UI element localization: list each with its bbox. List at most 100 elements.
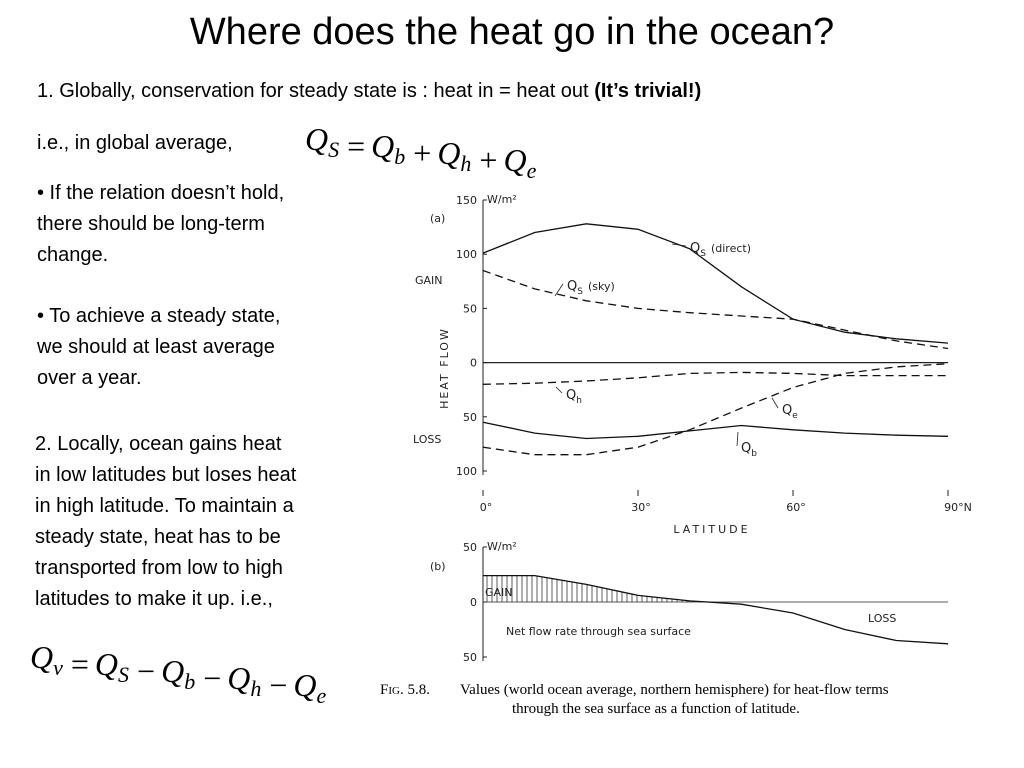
subscript: e bbox=[527, 158, 537, 183]
symbol: Q bbox=[227, 660, 250, 696]
curve-symbol: Q bbox=[782, 403, 792, 418]
series-line bbox=[482, 269, 949, 350]
point-1-text: 1. Globally, conservation for steady sta… bbox=[37, 80, 589, 102]
panel-label: (b) bbox=[430, 560, 446, 573]
symbol: Q bbox=[437, 135, 460, 171]
caption-line: Values (world ocean average, northern he… bbox=[460, 682, 889, 698]
operator: + bbox=[413, 135, 431, 171]
leader bbox=[771, 397, 779, 409]
unit-label: W/m² bbox=[487, 540, 517, 553]
curve-subscript: S bbox=[700, 249, 706, 259]
gain-area bbox=[483, 575, 948, 602]
subscript: h bbox=[250, 676, 261, 701]
gain-label: GAIN bbox=[485, 586, 513, 599]
subscript: e bbox=[317, 683, 327, 708]
gain-label: GAIN bbox=[415, 274, 443, 287]
curve-label: QS (sky) bbox=[567, 279, 615, 297]
operator: = bbox=[347, 128, 365, 164]
x-tick-label: 60° bbox=[786, 501, 806, 514]
symbol: Q bbox=[305, 121, 328, 157]
curve-note: (sky) bbox=[588, 280, 615, 293]
caption-label: Fig. 5.8. bbox=[380, 682, 430, 698]
subscript: v bbox=[53, 655, 63, 680]
x-tick-label: 90°N bbox=[944, 501, 972, 514]
symbol: Q bbox=[371, 128, 394, 164]
annotation: Net flow rate through sea surface bbox=[506, 625, 691, 638]
operator: − bbox=[203, 660, 221, 696]
curve-label: Qe bbox=[782, 403, 798, 421]
symbol: Q bbox=[30, 639, 53, 675]
y-tick-label: 50 bbox=[463, 302, 477, 315]
panel-label: (a) bbox=[430, 212, 445, 225]
y-tick-label: 150 bbox=[456, 194, 477, 207]
y-tick-label: 100 bbox=[456, 465, 477, 478]
slide-title: Where does the heat go in the ocean? bbox=[190, 11, 834, 53]
unit-label: W/m² bbox=[487, 193, 517, 206]
paragraph-line: in low latitudes but loses heat bbox=[35, 464, 297, 486]
bullet-line: change. bbox=[37, 244, 108, 266]
curve-label: Qb bbox=[741, 441, 757, 459]
subscript: h bbox=[460, 151, 471, 176]
symbol: Q bbox=[293, 667, 316, 703]
y-tick-label: 50 bbox=[463, 541, 477, 554]
series-line bbox=[482, 371, 948, 385]
bullet-line: • If the relation doesn’t hold, bbox=[37, 182, 284, 204]
loss-label: LOSS bbox=[868, 612, 896, 625]
curve-subscript: S bbox=[577, 287, 583, 297]
paragraph-line: latitudes to make it up. i.e., bbox=[35, 588, 273, 610]
point-1-lead: i.e., in global average, bbox=[37, 132, 233, 154]
curve-symbol: Q bbox=[690, 241, 700, 256]
y-tick-label: 50 bbox=[463, 411, 477, 424]
bullet-line: we should at least average bbox=[36, 336, 275, 358]
y-tick-label: 100 bbox=[456, 248, 477, 261]
leader bbox=[671, 243, 687, 247]
subscript: S bbox=[328, 137, 339, 162]
y-tick-label: 0 bbox=[470, 357, 477, 370]
series-line bbox=[482, 421, 949, 440]
series-line bbox=[482, 363, 949, 456]
symbol: Q bbox=[503, 142, 526, 178]
curve-subscript: b bbox=[751, 449, 757, 459]
y-tick-label: 50 bbox=[463, 651, 477, 664]
curve-symbol: Q bbox=[741, 441, 751, 456]
subscript: b bbox=[394, 144, 405, 169]
x-axis-label: LATITUDE bbox=[673, 523, 750, 536]
paragraph-line: in high latitude. To maintain a bbox=[35, 495, 295, 517]
operator: = bbox=[71, 646, 89, 682]
operator: − bbox=[137, 653, 155, 689]
caption-line: through the sea surface as a function of… bbox=[512, 701, 800, 717]
leader bbox=[554, 283, 564, 297]
x-tick-label: 0° bbox=[480, 501, 493, 514]
bullet-line: there should be long-term bbox=[37, 213, 265, 235]
symbol: Q bbox=[95, 646, 118, 682]
bullet-line: over a year. bbox=[37, 367, 142, 389]
leader bbox=[555, 386, 563, 394]
paragraph-line: steady state, heat has to be bbox=[35, 526, 281, 548]
bullet-line: • To achieve a steady state, bbox=[37, 305, 280, 327]
subscript: S bbox=[118, 662, 129, 687]
x-tick-label: 30° bbox=[631, 501, 651, 514]
equation: Qv = QS − Qb − Qh − Qe bbox=[30, 639, 327, 708]
curve-subscript: h bbox=[576, 396, 582, 406]
equation: QS = Qb + Qh + Qe bbox=[305, 121, 537, 183]
paragraph-line: 2. Locally, ocean gains heat bbox=[35, 433, 282, 455]
curve-label: QS (direct) bbox=[690, 241, 751, 259]
net-line bbox=[483, 574, 949, 645]
curve-subscript: e bbox=[792, 411, 798, 421]
symbol: Q bbox=[161, 653, 184, 689]
curve-note: (direct) bbox=[711, 242, 751, 255]
leader bbox=[736, 431, 739, 447]
point-1-emphasis: (It’s trivial!) bbox=[594, 80, 701, 102]
curve-symbol: Q bbox=[567, 279, 577, 294]
paragraph-line: transported from low to high bbox=[35, 557, 283, 579]
operator: − bbox=[269, 667, 287, 703]
subscript: b bbox=[184, 669, 195, 694]
y-tick-label: 0 bbox=[470, 596, 477, 609]
curve-label: Qh bbox=[566, 388, 582, 406]
loss-label: LOSS bbox=[413, 433, 441, 446]
point-1: 1. Globally, conservation for steady sta… bbox=[37, 80, 701, 102]
operator: + bbox=[479, 142, 497, 178]
y-axis-label: HEAT FLOW bbox=[438, 327, 451, 409]
